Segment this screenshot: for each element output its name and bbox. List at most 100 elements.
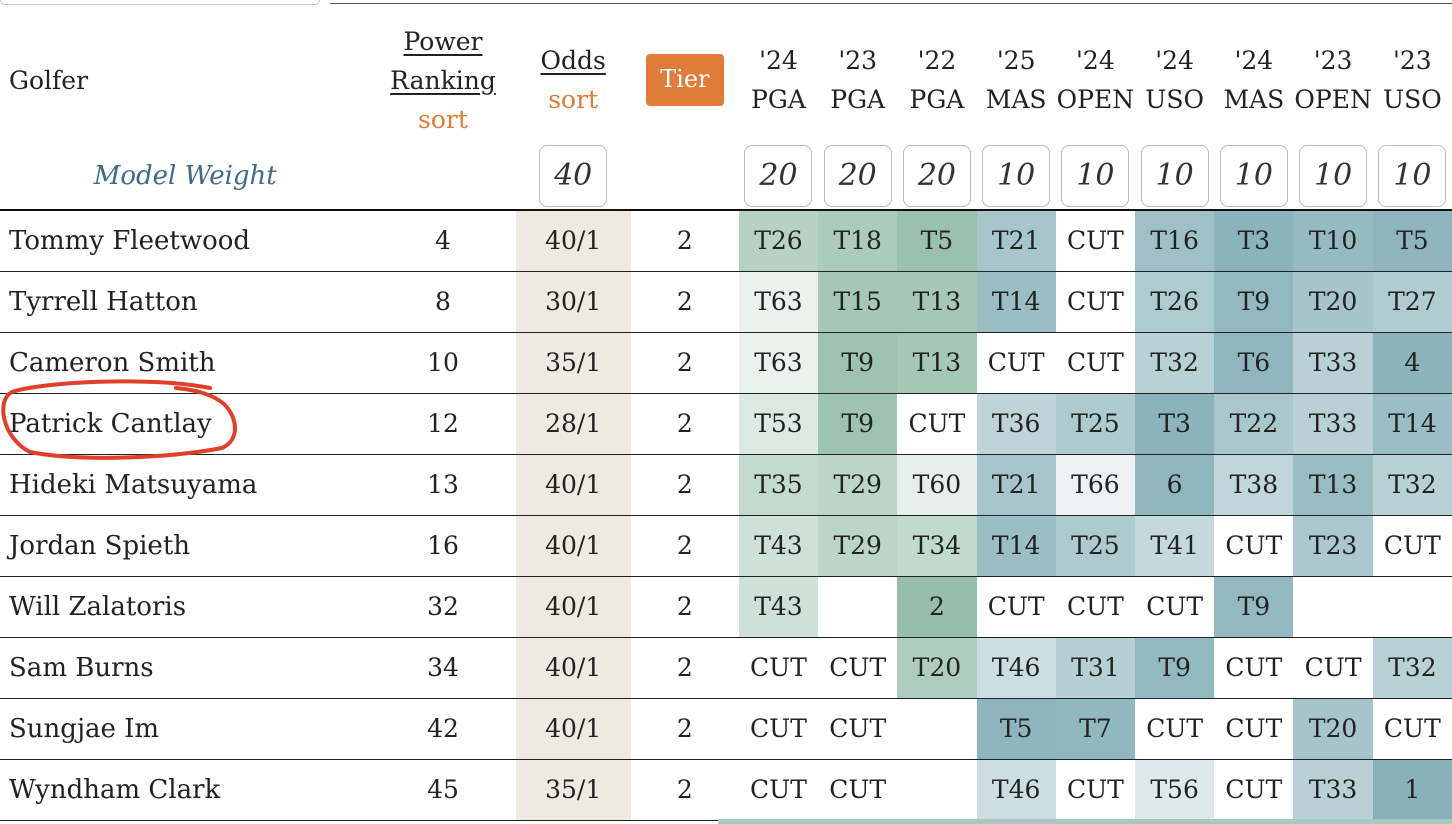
event-weight-cell-1[interactable]: 20	[818, 143, 897, 210]
event-result: CUT	[1225, 775, 1283, 804]
table-row[interactable]: Sam Burns 34 40/1 2 CUT CUT T20 T46 T31 T9 CUT CUT T…	[0, 637, 1452, 698]
event-year: '24	[1155, 46, 1194, 75]
table-row[interactable]: Tyrrell Hatton 8 30/1 2 T63 T15 T13 T14 CUT T26 T9…	[0, 271, 1452, 332]
event-result	[897, 698, 976, 759]
event-result: T20	[1293, 698, 1373, 759]
event-header-6: '24 MAS	[1214, 17, 1293, 143]
event-weight-input[interactable]: 10	[1299, 145, 1368, 207]
power-ranking-header[interactable]: Power Ranking sort	[370, 17, 515, 143]
event-weight-cell-8[interactable]: 10	[1373, 143, 1452, 210]
event-weight-input[interactable]: 10	[1378, 145, 1447, 207]
event-result: T14	[976, 515, 1056, 576]
event-result: T23	[1293, 515, 1373, 576]
event-weight-input[interactable]: 10	[1061, 145, 1130, 207]
event-result: T43	[738, 576, 819, 637]
golfer-name: Jordan Spieth	[9, 530, 191, 561]
event-weight-cell-3[interactable]: 10	[977, 143, 1056, 210]
next-row-partial	[718, 819, 1452, 824]
event-result: CUT	[750, 653, 807, 682]
odds-weight-cell[interactable]: 40	[516, 143, 631, 210]
power-ranking-label-2[interactable]: Ranking	[390, 65, 496, 95]
odds-value: 40/1	[515, 210, 631, 271]
event-result: CUT	[1066, 775, 1124, 804]
odds-value: 28/1	[515, 393, 631, 454]
event-header-1: '23 PGA	[818, 17, 897, 143]
event-weight-input[interactable]: 10	[1140, 145, 1209, 207]
odds-value: 40/1	[515, 515, 631, 576]
header-row: Golfer Power Ranking sort Odds sort Tier…	[0, 17, 1452, 143]
event-result: T9	[1135, 637, 1215, 698]
event-result: T9	[818, 393, 898, 454]
odds-value: 40/1	[515, 698, 631, 759]
event-result: T21	[976, 454, 1056, 515]
event-result: T66	[1055, 454, 1136, 515]
event-weight-cell-7[interactable]: 10	[1293, 143, 1372, 210]
event-result: T13	[897, 271, 977, 332]
event-weight-cell-6[interactable]: 10	[1214, 143, 1293, 210]
odds-sort-link[interactable]: sort	[548, 85, 599, 114]
event-result: CUT	[908, 409, 966, 438]
event-year: '25	[996, 46, 1036, 75]
event-result: CUT	[1304, 653, 1362, 682]
tier-value: 2	[676, 653, 693, 682]
event-result: T38	[1214, 454, 1294, 515]
table-row[interactable]: Sungjae Im 42 40/1 2 CUT CUT T5 T7 CUT CUT T20 CUT	[0, 698, 1452, 759]
event-weight-input[interactable]: 10	[982, 145, 1051, 207]
table-row[interactable]: Hideki Matsuyama 13 40/1 2 T35 T29 T60 T21 T66 6 T…	[0, 454, 1452, 515]
event-year: '24	[1076, 46, 1115, 75]
table-row[interactable]: Will Zalatoris 32 40/1 2 T43 2 CUT CUT CUT T9	[0, 576, 1452, 637]
event-weight-input[interactable]: 20	[823, 145, 892, 207]
odds-header[interactable]: Odds sort	[516, 17, 631, 143]
event-name: MAS	[1223, 85, 1285, 114]
event-weight-input[interactable]: 20	[902, 145, 971, 207]
event-year: '23	[838, 46, 878, 75]
golfer-name: Sam Burns	[9, 652, 154, 683]
event-weight-cell-5[interactable]: 10	[1135, 143, 1214, 210]
event-result: T3	[1135, 393, 1215, 454]
event-result: T43	[738, 515, 819, 576]
event-result: T32	[1372, 454, 1452, 515]
event-header-3: '25 MAS	[977, 17, 1056, 143]
event-name: PGA	[909, 85, 965, 114]
event-header-2: '22 PGA	[897, 17, 976, 143]
event-name: PGA	[830, 85, 886, 114]
event-result: CUT	[1383, 531, 1441, 560]
event-result: T33	[1293, 393, 1373, 454]
event-result: T33	[1293, 332, 1373, 393]
event-weight-input[interactable]: 20	[744, 145, 813, 207]
tier-header[interactable]: Tier	[631, 17, 739, 143]
event-year: '22	[917, 46, 957, 75]
odds-label[interactable]: Odds	[540, 46, 606, 75]
odds-value: 35/1	[515, 759, 631, 820]
odds-value: 30/1	[515, 271, 631, 332]
event-result: T26	[1135, 271, 1215, 332]
event-result: T25	[1055, 515, 1136, 576]
event-result: T16	[1135, 210, 1215, 271]
model-weight-label: Model Weight	[93, 161, 277, 191]
golfer-name: Wyndham Clark	[9, 774, 221, 805]
event-weight-cell-2[interactable]: 20	[897, 143, 976, 210]
event-weight-cell-4[interactable]: 10	[1056, 143, 1135, 210]
event-result: T46	[976, 759, 1056, 820]
odds-value: 40/1	[515, 637, 631, 698]
tier-button[interactable]: Tier	[646, 54, 724, 106]
power-ranking-label[interactable]: Power	[403, 26, 483, 56]
table-row[interactable]: Patrick Cantlay 12 28/1 2 T53 T9 CUT T36 T25 T3 T2…	[0, 393, 1452, 454]
event-result: T56	[1135, 759, 1215, 820]
event-result: T25	[1055, 393, 1136, 454]
table-row[interactable]: Cameron Smith 10 35/1 2 T63 T9 T13 CUT CUT T32 T6 T…	[0, 332, 1452, 393]
tier-value: 2	[676, 348, 693, 377]
event-result: T13	[897, 332, 977, 393]
table-row[interactable]: Wyndham Clark 45 35/1 2 CUT CUT T46 CUT T56 CUT T3…	[0, 759, 1452, 820]
event-weight-cell-0[interactable]: 20	[739, 143, 818, 210]
table-row[interactable]: Tommy Fleetwood 4 40/1 2 T26 T18 T5 T21 CUT T16 T3…	[0, 210, 1452, 271]
event-result: CUT	[1225, 531, 1283, 560]
event-name: OPEN	[1294, 85, 1372, 114]
event-name: PGA	[751, 85, 806, 114]
event-weight-input[interactable]: 10	[1219, 145, 1288, 207]
event-year: '23	[1313, 46, 1353, 75]
power-ranking-sort-link[interactable]: sort	[418, 104, 468, 134]
event-result: T29	[818, 515, 898, 576]
odds-weight-input[interactable]: 40	[539, 145, 608, 207]
table-row[interactable]: Jordan Spieth 16 40/1 2 T43 T29 T34 T14 T25 T41 CU…	[0, 515, 1452, 576]
